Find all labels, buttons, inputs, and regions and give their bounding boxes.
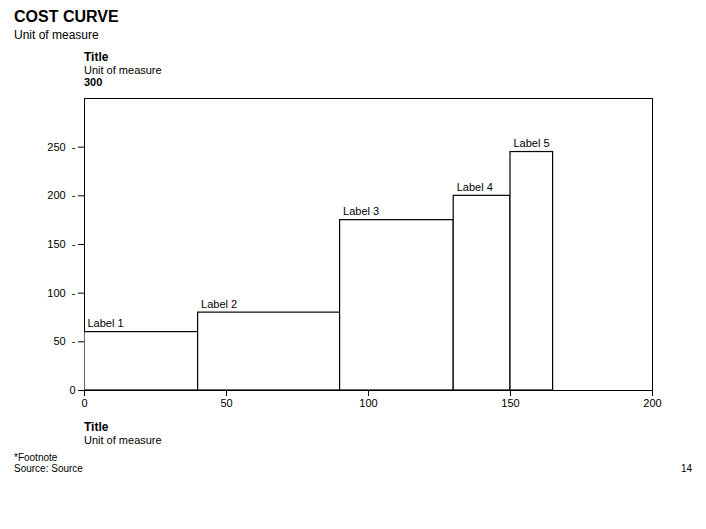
svg-text:250 -: 250 - [47,141,75,153]
svg-text:50: 50 [220,397,232,409]
html-text:Unit of measure: Unit of measure [84,434,162,446]
html-text:Unit of measure: Unit of measure [84,64,162,76]
svg-text:200 -: 200 - [47,189,75,201]
svg-text:150: 150 [501,397,519,409]
svg-text:Label 3: Label 3 [343,205,379,217]
svg-text:Label 5: Label 5 [514,137,550,149]
svg-text:Label 2: Label 2 [201,298,237,310]
html-text:Source: Source: Source: Source [14,463,83,474]
html-text:14: 14 [680,463,692,474]
svg-text:0: 0 [81,397,87,409]
html-text:Title: Title [84,420,109,434]
svg-text:150 -: 150 - [47,238,75,250]
svg-text:Label 1: Label 1 [88,317,124,329]
html-text:Title: Title [84,50,109,64]
html-text:300: 300 [84,76,103,88]
html-text:COST CURVE: COST CURVE [14,8,119,25]
svg-text:Label 4: Label 4 [457,181,493,193]
svg-text:0: 0 [69,384,75,396]
svg-text:200: 200 [643,397,661,409]
svg-text:100: 100 [359,397,377,409]
svg-text:100 -: 100 - [47,287,75,299]
html-text:*Footnote: *Footnote [14,452,58,463]
html-text:Unit of measure: Unit of measure [14,28,99,42]
svg-text:50 -: 50 - [53,335,75,347]
